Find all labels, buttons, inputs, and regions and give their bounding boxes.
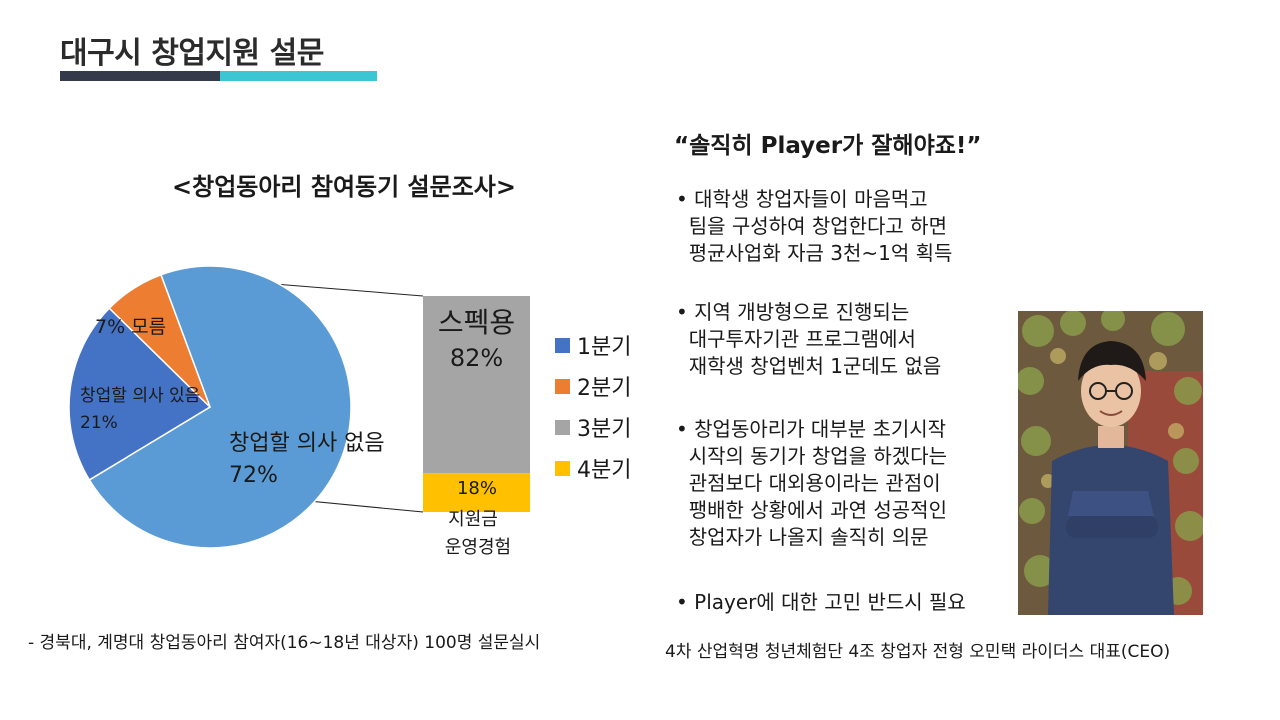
quote-heading: “솔직히 Player가 잘해야죠!” bbox=[674, 133, 982, 159]
bullet-item: • 창업동아리가 대부분 초기시작 시작의 동기가 창업을 하겠다는 관점보다 … bbox=[676, 417, 947, 549]
photo-caption: 4차 산업혁명 청년체험단 4조 창업자 전형 오민택 라이더스 대표(CEO) bbox=[665, 642, 1171, 662]
pie-slice bbox=[68, 307, 212, 481]
page-title: 대구시 창업지원 설문 bbox=[60, 36, 324, 71]
bullet-item: • Player에 대한 고민 반드시 필요 bbox=[676, 590, 966, 614]
legend-swatch bbox=[555, 337, 570, 353]
data-label: 창업할 의사 있음 bbox=[80, 386, 200, 406]
person-photo bbox=[1018, 311, 1203, 615]
title-underline-dark bbox=[60, 71, 220, 81]
breakdown-segment bbox=[423, 296, 530, 474]
legend-label: 3분기 bbox=[577, 417, 632, 442]
legend-swatch bbox=[555, 419, 570, 435]
data-label: 운영경험 bbox=[445, 537, 511, 558]
title-underline-teal bbox=[220, 71, 377, 81]
data-label: 18% bbox=[457, 478, 497, 499]
data-label: 82% bbox=[450, 344, 503, 372]
legend-label: 1분기 bbox=[577, 335, 632, 360]
legend-label: 4분기 bbox=[577, 458, 632, 483]
data-label: 7% 모름 bbox=[95, 316, 166, 338]
pie-slice bbox=[108, 273, 211, 408]
legend-swatch bbox=[555, 378, 570, 394]
chart-title: <창업동아리 참여동기 설문조사> bbox=[172, 173, 516, 201]
breakdown-segment bbox=[423, 473, 530, 512]
data-label: 72% bbox=[229, 463, 278, 488]
legend-item: 3분기 bbox=[555, 413, 632, 442]
legend-item: 1분기 bbox=[555, 331, 632, 360]
data-label: 21% bbox=[80, 413, 118, 433]
data-label: 지원금 bbox=[448, 509, 498, 530]
legend-label: 2분기 bbox=[577, 376, 632, 401]
data-label: 스펙용 bbox=[438, 306, 515, 339]
legend-swatch bbox=[555, 460, 570, 476]
bullet-item: • 지역 개방형으로 진행되는 대구투자기관 프로그램에서 재학생 창업벤처 1… bbox=[676, 300, 942, 378]
survey-footnote: - 경북대, 계명대 창업동아리 참여자(16~18년 대상자) 100명 설문… bbox=[28, 633, 541, 653]
data-label: 창업할 의사 없음 bbox=[229, 431, 385, 456]
legend-item: 4분기 bbox=[555, 454, 632, 483]
legend-item: 2분기 bbox=[555, 372, 632, 401]
bullet-item: • 대학생 창업자들이 마음먹고 팀을 구성하여 창업한다고 하면 평균사업화 … bbox=[676, 187, 953, 265]
pie-slice bbox=[88, 265, 352, 549]
